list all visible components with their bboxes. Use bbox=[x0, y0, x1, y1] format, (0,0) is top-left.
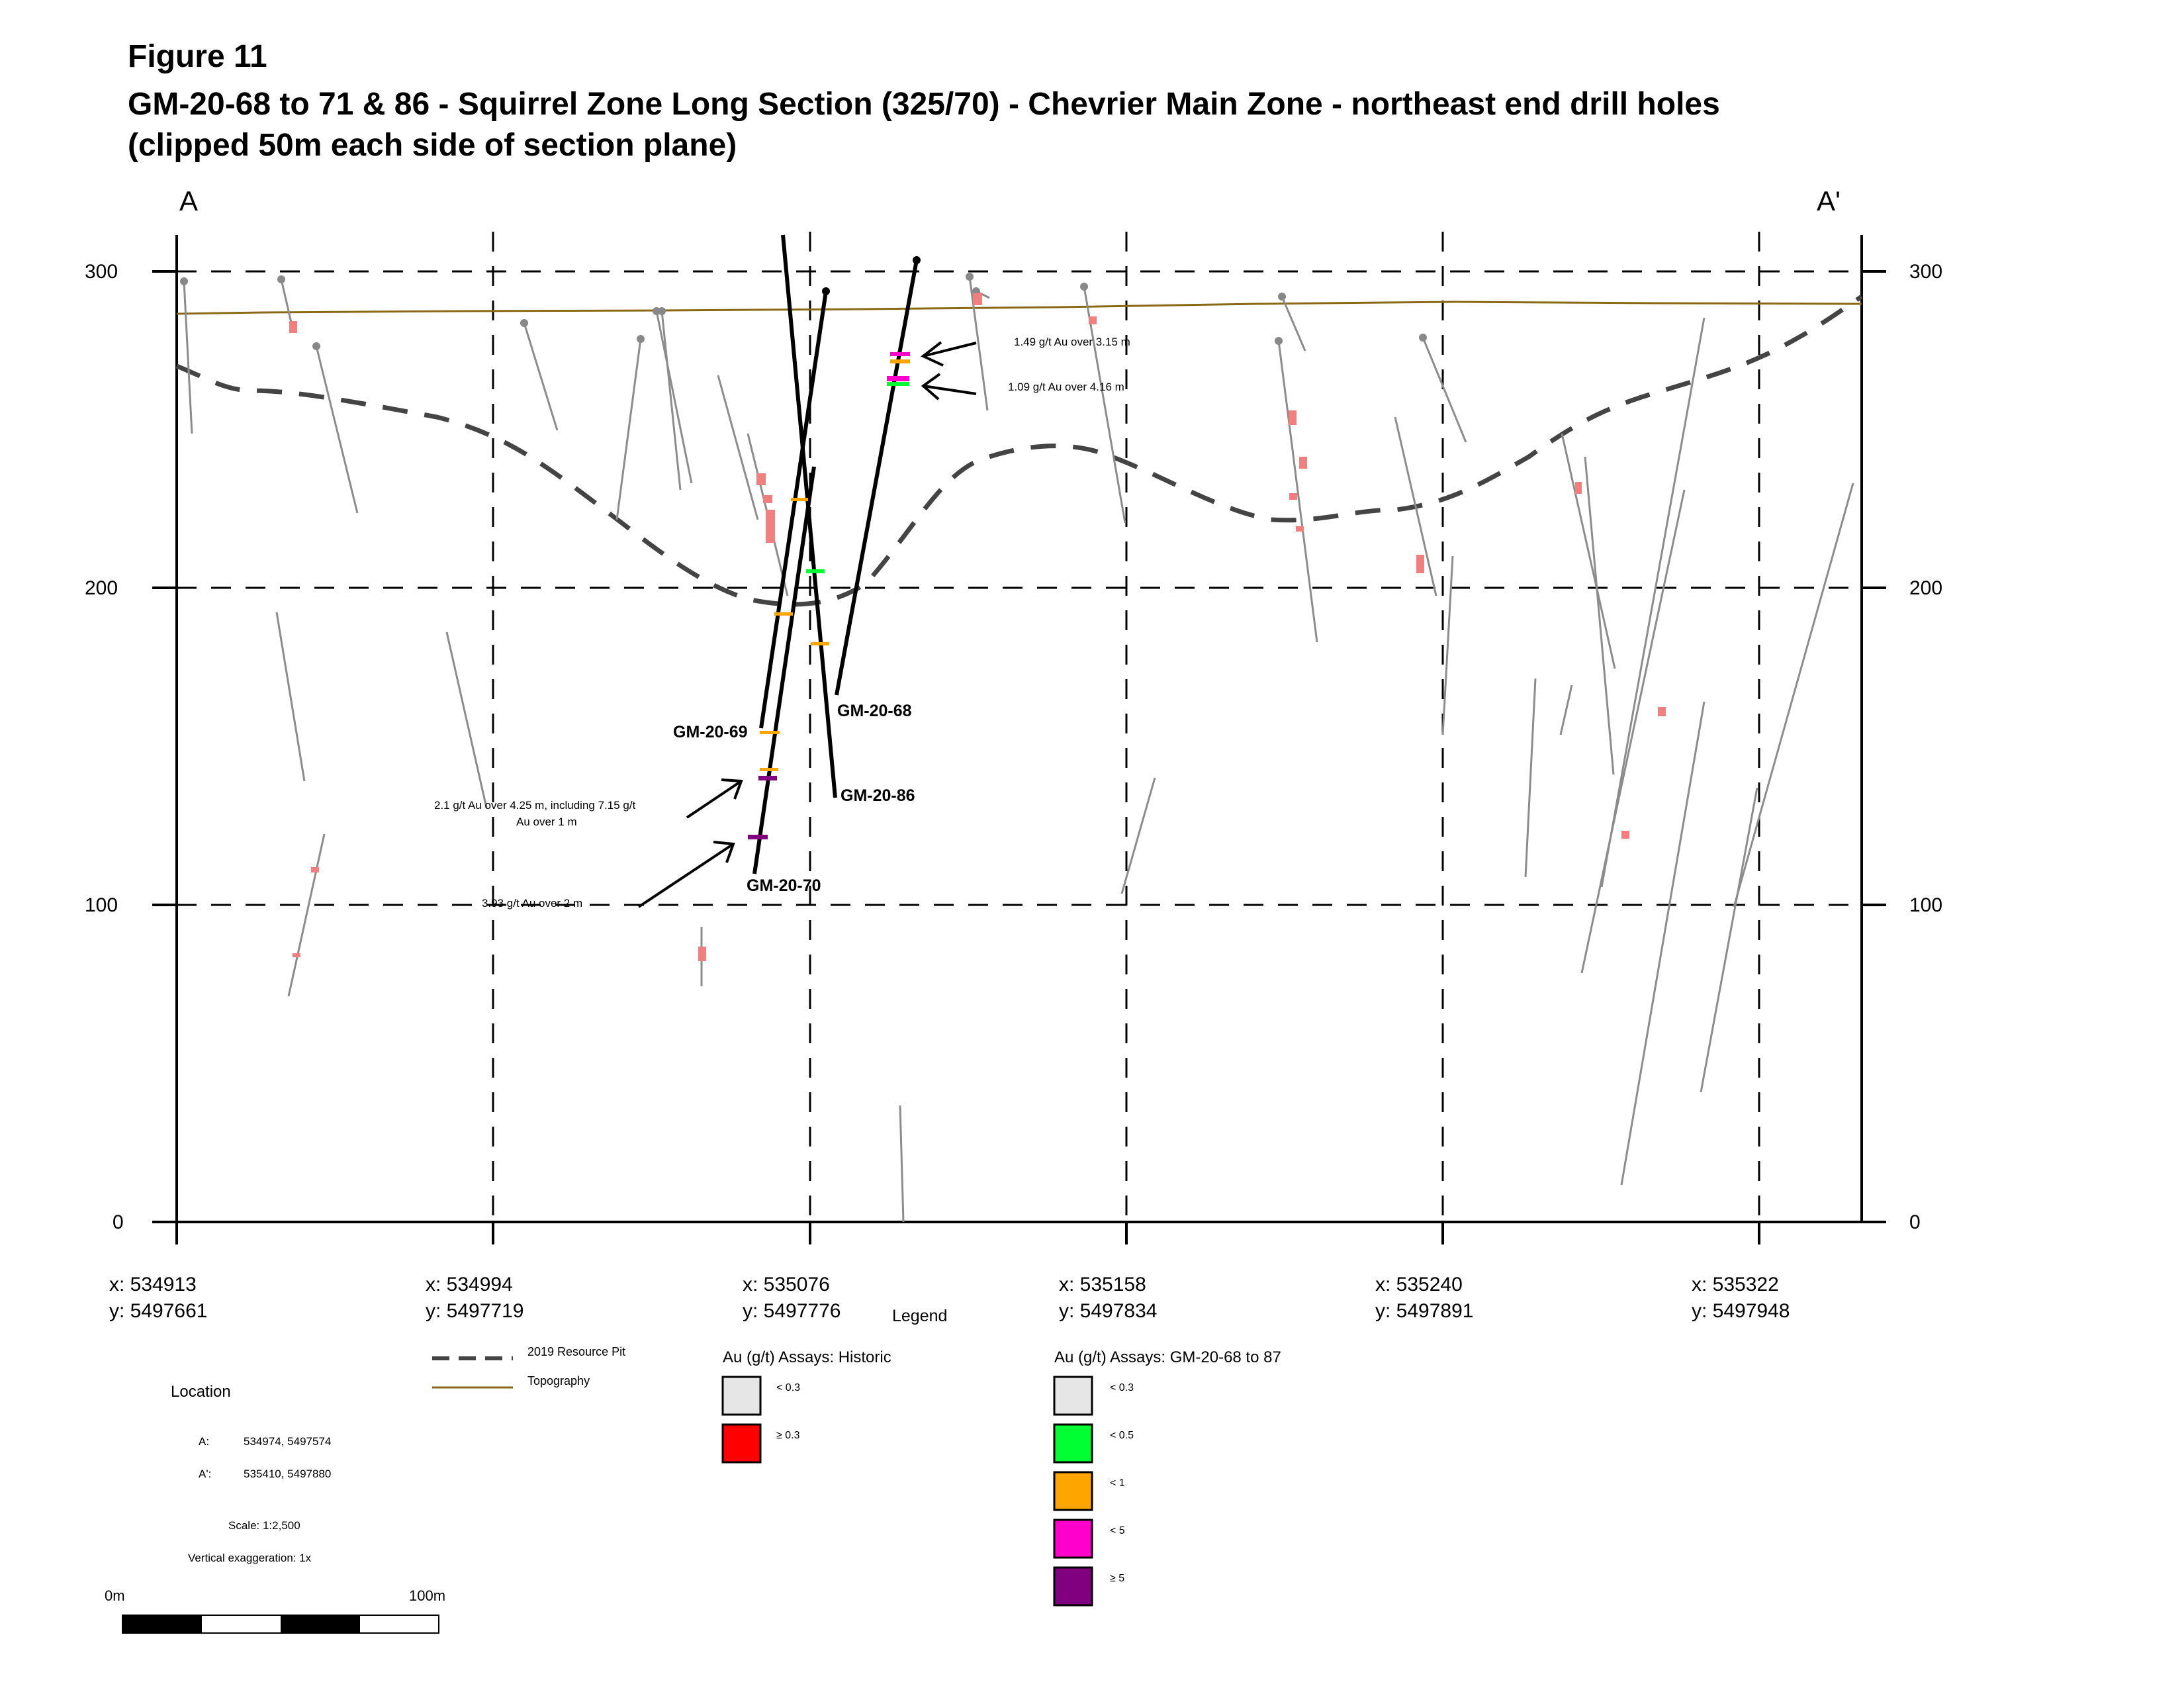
assay-annotations: 1.49 g/t Au over 3.15 m 1.09 g/t Au over… bbox=[434, 336, 1130, 910]
hole-label-gm-20-70: GM-20-70 bbox=[747, 876, 821, 895]
coord-x: x: 534994 bbox=[426, 1274, 513, 1295]
annotation-1: 1.49 g/t Au over 3.15 m bbox=[1014, 336, 1130, 348]
legend-new-title: Au (g/t) Assays: GM-20-68 to 87 bbox=[1054, 1348, 1281, 1366]
legend-new-label: ≥ 5 bbox=[1110, 1573, 1124, 1584]
legend-topo-label: Topography bbox=[527, 1374, 590, 1387]
coord-x: x: 535076 bbox=[743, 1274, 830, 1295]
legend-new-swatch bbox=[1053, 1566, 1093, 1607]
figure-subtitle: (clipped 50m each side of section plane) bbox=[128, 128, 737, 163]
elev-label-right: 200 bbox=[1909, 577, 1942, 599]
main-collar-dots bbox=[822, 256, 921, 295]
drill-hole-labels: GM-20-68 GM-20-69 GM-20-86 GM-20-70 bbox=[673, 702, 915, 895]
exaggeration-text: Vertical exaggeration: 1x bbox=[188, 1552, 312, 1564]
main-drill-holes bbox=[752, 234, 919, 874]
historic-drill-holes bbox=[183, 276, 1854, 1223]
legend-new-label: < 1 bbox=[1110, 1477, 1125, 1489]
annotation-4: 3.93 g/t Au over 2 m bbox=[482, 897, 582, 910]
legend-new-swatch bbox=[1053, 1376, 1093, 1416]
coord-y: y: 5497834 bbox=[1059, 1300, 1157, 1322]
legend-new-swatch bbox=[1053, 1423, 1093, 1464]
coord-y: y: 5497891 bbox=[1375, 1300, 1473, 1322]
coord-x: x: 535322 bbox=[1692, 1274, 1779, 1295]
location-a2-label: A': bbox=[199, 1468, 211, 1480]
annotation-3-cont: Au over 1 m bbox=[516, 816, 577, 828]
legend-pit-label: 2019 Resource Pit bbox=[527, 1345, 625, 1358]
legend-title: Legend bbox=[892, 1307, 947, 1325]
coord-x: x: 535240 bbox=[1375, 1274, 1463, 1295]
historic-assays bbox=[289, 293, 1666, 961]
elev-label-right: 100 bbox=[1909, 894, 1942, 916]
hole-label-gm-20-68: GM-20-68 bbox=[837, 702, 912, 720]
topography-line bbox=[176, 301, 1862, 315]
location-a-value: 534974, 5497574 bbox=[244, 1435, 331, 1448]
coord-y: y: 5497948 bbox=[1692, 1300, 1790, 1322]
legend-new-swatch bbox=[1053, 1471, 1093, 1511]
legend-historic-swatch-low bbox=[721, 1376, 762, 1416]
resource-pit-outline bbox=[175, 295, 1863, 607]
elev-label-left: 100 bbox=[85, 894, 118, 916]
legend-historic-swatch-high bbox=[721, 1423, 762, 1464]
section-end-a: A bbox=[179, 185, 198, 216]
elev-label-left: 300 bbox=[85, 261, 118, 283]
collar-dots bbox=[180, 273, 1427, 350]
coord-x: x: 534913 bbox=[109, 1274, 197, 1295]
legend-new-label: < 0.3 bbox=[1110, 1382, 1134, 1393]
hole-label-gm-20-69: GM-20-69 bbox=[673, 723, 748, 741]
elev-label-right: 300 bbox=[1909, 261, 1942, 283]
location-a2-value: 535410, 5497880 bbox=[244, 1468, 331, 1480]
legend-historic-label-low: < 0.3 bbox=[776, 1382, 800, 1393]
annotation-2: 1.09 g/t Au over 4.16 m bbox=[1008, 381, 1124, 393]
legend-new-swatch bbox=[1053, 1519, 1093, 1559]
scale-text: Scale: 1:2,500 bbox=[228, 1519, 300, 1532]
new-assays bbox=[748, 352, 910, 839]
hole-label-gm-20-86: GM-20-86 bbox=[841, 786, 915, 805]
legend-new-label: < 5 bbox=[1110, 1525, 1125, 1536]
figure-title: GM-20-68 to 71 & 86 - Squirrel Zone Long… bbox=[128, 87, 1720, 122]
coordinate-labels: x: 534913 y: 5497661 x: 534994 y: 549771… bbox=[109, 1274, 1790, 1322]
coord-y: y: 5497776 bbox=[743, 1300, 841, 1322]
scale-bar bbox=[122, 1615, 439, 1634]
legend-new-label: < 0.5 bbox=[1110, 1430, 1134, 1441]
elev-label-right: 0 bbox=[1909, 1211, 1921, 1233]
legend-historic-label-high: ≥ 0.3 bbox=[776, 1430, 800, 1441]
figure-label: Figure 11 bbox=[128, 39, 267, 74]
section-end-a-prime: A' bbox=[1817, 185, 1841, 216]
elev-label-left: 0 bbox=[113, 1211, 124, 1233]
location-a-label: A: bbox=[199, 1435, 209, 1448]
elev-label-left: 200 bbox=[85, 577, 118, 599]
scale-bar-start: 0m bbox=[105, 1587, 125, 1604]
annotation-3: 2.1 g/t Au over 4.25 m, including 7.15 g… bbox=[434, 799, 636, 812]
scale-bar-end: 100m bbox=[409, 1587, 445, 1604]
legend-historic-title: Au (g/t) Assays: Historic bbox=[723, 1348, 891, 1366]
coord-y: y: 5497661 bbox=[109, 1300, 207, 1322]
annotation-arrows bbox=[637, 341, 977, 908]
elevation-labels: 300 200 100 0 300 200 100 0 bbox=[85, 261, 1942, 1233]
coord-y: y: 5497719 bbox=[426, 1300, 523, 1322]
coord-x: x: 535158 bbox=[1059, 1274, 1146, 1295]
location-heading: Location bbox=[171, 1383, 231, 1401]
axis-ticks bbox=[152, 270, 1886, 1244]
